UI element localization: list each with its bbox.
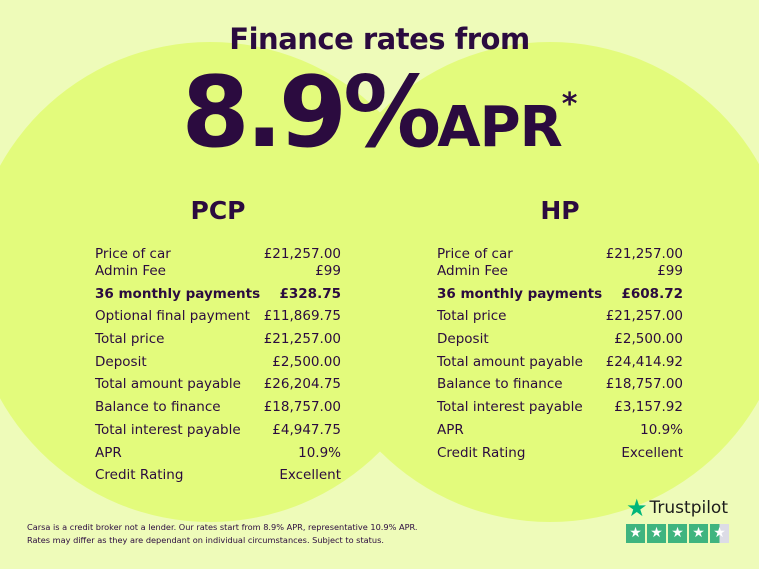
table-row: Deposit £2,500.00 bbox=[437, 330, 683, 353]
row-label: APR bbox=[437, 421, 464, 438]
row-label: Total interest payable bbox=[95, 421, 241, 438]
pcp-table: PCP Price of car £21,257.00 Admin Fee £99 36… bbox=[95, 196, 341, 489]
table-row: Total interest payable £4,947.75 bbox=[95, 421, 341, 444]
table-row: Admin Fee £99 bbox=[437, 262, 683, 285]
table-row: Deposit £2,500.00 bbox=[95, 353, 341, 376]
row-value: £21,257.00 bbox=[605, 308, 683, 325]
rate-value: 8.9% bbox=[181, 56, 441, 170]
row-value: £608.72 bbox=[621, 285, 684, 302]
row-label: Optional final payment bbox=[95, 308, 250, 325]
table-row: Balance to finance £18,757.00 bbox=[437, 375, 683, 398]
row-value: £11,869.75 bbox=[263, 308, 341, 325]
row-value: £4,947.75 bbox=[272, 421, 341, 438]
trustpilot-rating: ★ ★ ★ ★ ★ bbox=[626, 524, 729, 543]
row-value: Excellent bbox=[621, 444, 683, 461]
row-value: £99 bbox=[315, 263, 341, 279]
table-row: Price of car £21,257.00 bbox=[437, 245, 683, 262]
table-row: Total price £21,257.00 bbox=[437, 307, 683, 330]
row-value: £99 bbox=[657, 263, 683, 279]
row-label: Total price bbox=[95, 331, 165, 348]
row-label: Balance to finance bbox=[95, 399, 221, 416]
row-label: Balance to finance bbox=[437, 376, 563, 393]
table-row: Balance to finance £18,757.00 bbox=[95, 398, 341, 421]
table-row: 36 monthly payments £328.75 bbox=[95, 285, 341, 308]
row-label: Deposit bbox=[95, 353, 147, 370]
row-label: Credit Rating bbox=[95, 467, 184, 484]
row-value: 10.9% bbox=[298, 444, 341, 461]
row-label: 36 monthly payments bbox=[95, 285, 261, 302]
row-label: Admin Fee bbox=[437, 263, 508, 279]
row-value: £2,500.00 bbox=[272, 353, 341, 370]
row-value: £21,257.00 bbox=[263, 246, 341, 262]
row-value: £3,157.92 bbox=[614, 399, 683, 416]
table-row: Admin Fee £99 bbox=[95, 262, 341, 285]
disclaimer-line-1: Carsa is a credit broker not a lender. O… bbox=[27, 522, 418, 532]
row-value: 10.9% bbox=[640, 421, 683, 438]
row-label: APR bbox=[95, 444, 122, 461]
trustpilot-name: Trustpilot bbox=[649, 498, 728, 518]
row-label: Total price bbox=[437, 308, 507, 325]
half-star-icon: ★ bbox=[710, 524, 729, 543]
row-label: 36 monthly payments bbox=[437, 285, 603, 302]
asterisk: * bbox=[561, 87, 578, 122]
rate-banner: 8.9%APR* bbox=[0, 58, 759, 168]
row-value: £24,414.92 bbox=[605, 353, 683, 370]
table-row: Total interest payable £3,157.92 bbox=[437, 398, 683, 421]
row-value: £21,257.00 bbox=[605, 246, 683, 262]
row-value: £26,204.75 bbox=[263, 376, 341, 393]
row-value: £2,500.00 bbox=[614, 331, 683, 348]
row-label: Deposit bbox=[437, 331, 489, 348]
table-row: Credit Rating Excellent bbox=[95, 466, 341, 489]
hp-table: HP Price of car £21,257.00 Admin Fee £99 36 … bbox=[437, 196, 683, 466]
table-row: Price of car £21,257.00 bbox=[95, 245, 341, 262]
table-row: 36 monthly payments £608.72 bbox=[437, 285, 683, 308]
table-row: Total amount payable £26,204.75 bbox=[95, 375, 341, 398]
row-value: Excellent bbox=[279, 467, 341, 484]
trustpilot-badge: ★ Trustpilot ★ ★ ★ ★ ★ bbox=[626, 494, 729, 543]
disclaimer: Carsa is a credit broker not a lender. O… bbox=[27, 521, 418, 546]
row-label: Price of car bbox=[437, 246, 513, 262]
disclaimer-line-2: Rates may differ as they are dependant o… bbox=[27, 534, 384, 545]
row-value: £18,757.00 bbox=[605, 376, 683, 393]
row-value: £21,257.00 bbox=[263, 331, 341, 348]
row-label: Total amount payable bbox=[95, 376, 241, 393]
star-icon: ★ bbox=[626, 524, 645, 543]
row-label: Admin Fee bbox=[95, 263, 166, 279]
table-row: APR 10.9% bbox=[95, 444, 341, 467]
background-circle-right bbox=[310, 42, 759, 522]
table-row: Optional final payment £11,869.75 bbox=[95, 307, 341, 330]
table-row: Total amount payable £24,414.92 bbox=[437, 353, 683, 376]
trustpilot-star-icon: ★ bbox=[626, 494, 648, 522]
star-icon: ★ bbox=[647, 524, 666, 543]
row-value: £328.75 bbox=[279, 285, 342, 302]
apr-label: APR bbox=[437, 95, 563, 160]
pcp-heading: PCP bbox=[190, 196, 246, 225]
hp-heading: HP bbox=[540, 196, 580, 225]
table-row: Credit Rating Excellent bbox=[437, 444, 683, 467]
star-icon: ★ bbox=[689, 524, 708, 543]
row-label: Total interest payable bbox=[437, 399, 583, 416]
headline: Finance rates from bbox=[229, 22, 530, 56]
star-icon: ★ bbox=[668, 524, 687, 543]
table-row: APR 10.9% bbox=[437, 421, 683, 444]
row-label: Credit Rating bbox=[437, 444, 526, 461]
row-value: £18,757.00 bbox=[263, 399, 341, 416]
row-label: Price of car bbox=[95, 246, 171, 262]
table-row: Total price £21,257.00 bbox=[95, 330, 341, 353]
row-label: Total amount payable bbox=[437, 353, 583, 370]
